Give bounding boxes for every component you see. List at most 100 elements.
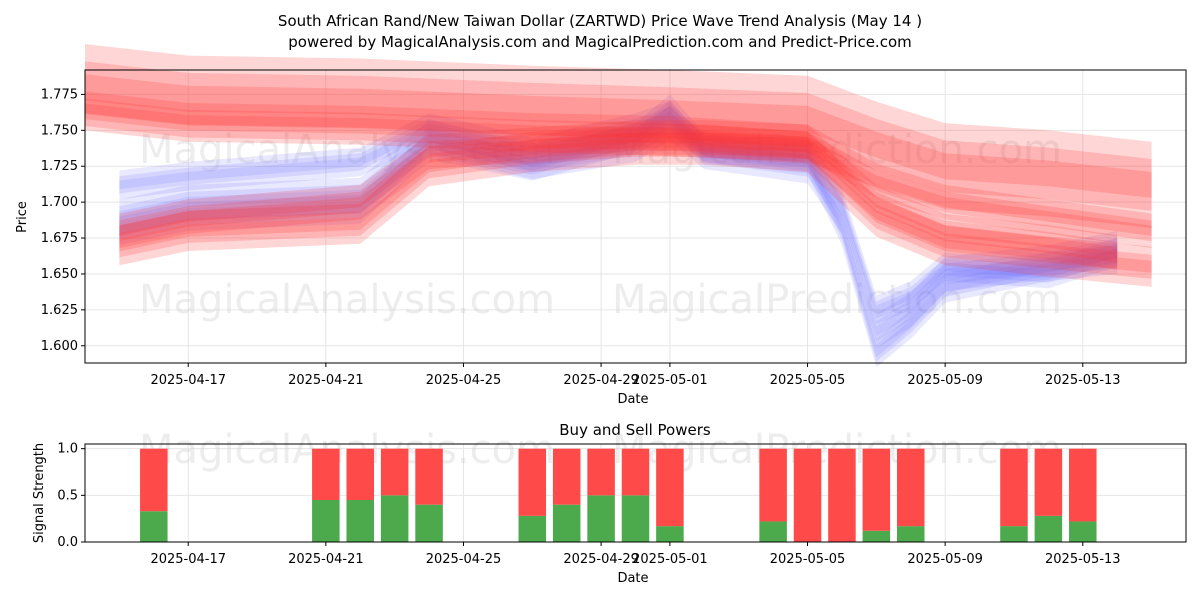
price-x-tick-label: 2025-05-01: [632, 373, 708, 388]
price-y-tick-label: 1.675: [41, 231, 78, 246]
wave-band-red-6-2: [119, 138, 1152, 273]
price-x-tick-label: 2025-04-29: [563, 373, 639, 388]
wave-band-red-4-0: [85, 91, 1152, 249]
watermark-prediction-top: MagicalPrediction.com: [612, 127, 1062, 173]
sell-bar: [380, 448, 409, 496]
watermark-analysis-mid: MagicalAnalysis.com: [139, 277, 555, 323]
price-chart-panel: MagicalAnalysis.com MagicalPrediction.co…: [15, 44, 1187, 407]
signal-x-axis: 2025-04-17 2025-04-21 2025-04-25 2025-04-29…: [150, 542, 1121, 567]
sell-bar: [552, 448, 581, 505]
signal-x-axis-label: Date: [617, 571, 648, 586]
buy-bar: [656, 526, 684, 542]
sell-bar: [312, 448, 340, 500]
wave-band-blue-0-0: [119, 101, 1118, 325]
sell-bar: [828, 448, 856, 542]
buy-bar: [415, 504, 443, 542]
signal-chart-title: Buy and Sell Powers: [559, 421, 711, 439]
sell-bar: [759, 448, 787, 522]
buy-bar: [380, 495, 409, 542]
price-x-tick-label: 2025-04-25: [426, 373, 502, 388]
chart-title-line1: South African Rand/New Taiwan Dollar (ZA…: [278, 12, 922, 30]
signal-axes-frame: [84, 443, 1187, 543]
price-axes-frame: [84, 69, 1187, 364]
sell-bar: [896, 448, 925, 527]
wave-band-red-3-2: [85, 74, 1152, 198]
signal-x-tick-label: 2025-04-25: [426, 552, 502, 567]
buy-bar: [346, 500, 375, 542]
price-x-tick-label: 2025-04-21: [288, 373, 364, 388]
wave-band-red-3-0: [85, 44, 1152, 228]
wave-band-red-4-2: [85, 103, 1152, 236]
price-wave-series: [85, 44, 1152, 368]
buy-bar: [587, 495, 615, 542]
buy-bar: [1069, 521, 1097, 542]
signal-x-tick-label: 2025-05-09: [907, 552, 983, 567]
signal-x-tick-label: 2025-05-13: [1045, 552, 1121, 567]
signal-chart-panel: Buy and Sell Powers MagicalAnalysis.com …: [32, 421, 1187, 586]
wave-band-blue-0-1: [119, 107, 1118, 319]
buy-bar: [518, 515, 547, 542]
sell-bar: [140, 448, 168, 512]
signal-y-tick-label: 1.0: [57, 442, 78, 457]
sell-bar: [518, 448, 547, 516]
price-y-tick-label: 1.600: [41, 339, 78, 354]
signal-x-tick-label: 2025-04-29: [563, 552, 639, 567]
wave-band-red-6-0: [119, 124, 1152, 287]
buy-bar: [312, 500, 340, 542]
price-y-axis: 1.600 1.625 1.650 1.675 1.700 1.725 1.750 1.775: [41, 87, 85, 354]
signal-y-axis: 0.0 0.5 1.0: [57, 442, 85, 550]
price-y-tick-label: 1.725: [41, 159, 78, 174]
chart-title-line2: powered by MagicalAnalysis.com and Magic…: [288, 33, 912, 51]
price-y-tick-label: 1.700: [41, 195, 78, 210]
price-x-axis: 2025-04-17 2025-04-21 2025-04-25 2025-04-29…: [150, 363, 1121, 388]
sell-bar: [656, 448, 684, 527]
price-y-tick-label: 1.625: [41, 303, 78, 318]
buy-bar: [1034, 515, 1063, 542]
signal-bars: [140, 448, 1097, 542]
price-y-axis-label: Price: [15, 201, 30, 233]
signal-x-tick-label: 2025-05-05: [770, 552, 846, 567]
price-y-tick-label: 1.750: [41, 123, 78, 138]
buy-bar: [759, 521, 787, 542]
sell-bar: [1069, 448, 1097, 522]
watermark-analysis-top: MagicalAnalysis.com: [139, 127, 555, 173]
sell-bar: [587, 448, 615, 496]
wave-band-red-4-1: [85, 98, 1152, 242]
price-y-tick-label: 1.650: [41, 267, 78, 282]
price-x-tick-label: 2025-05-09: [907, 373, 983, 388]
signal-y-axis-label: Signal Strength: [32, 443, 47, 543]
sell-bar: [862, 448, 891, 531]
price-x-tick-label: 2025-05-13: [1045, 373, 1121, 388]
sell-bar: [1000, 448, 1028, 527]
price-y-tick-label: 1.775: [41, 87, 78, 102]
signal-y-tick-label: 0.5: [57, 488, 78, 503]
wave-band-blue-2-0: [119, 94, 1118, 368]
buy-bar: [140, 511, 168, 542]
signal-x-tick-label: 2025-05-01: [632, 552, 708, 567]
sell-bar: [793, 448, 822, 542]
watermark-prediction-mid: MagicalPrediction.com: [612, 277, 1062, 323]
buy-bar: [896, 526, 925, 542]
buy-bar: [862, 530, 891, 542]
sell-bar: [1034, 448, 1063, 516]
signal-x-tick-label: 2025-04-21: [288, 552, 364, 567]
price-x-tick-label: 2025-05-05: [770, 373, 846, 388]
buy-bar: [1000, 526, 1028, 542]
price-gridlines: [85, 70, 1186, 363]
wave-band-red-5-0: [119, 120, 1118, 270]
sell-bar: [415, 448, 443, 505]
price-x-tick-label: 2025-04-17: [150, 373, 226, 388]
wave-band-red-5-1: [119, 127, 1118, 263]
price-x-axis-label: Date: [617, 392, 648, 407]
signal-x-tick-label: 2025-04-17: [150, 552, 226, 567]
sell-bar: [621, 448, 650, 496]
sell-bar: [346, 448, 375, 500]
buy-bar: [552, 504, 581, 542]
buy-bar: [621, 495, 650, 542]
signal-y-tick-label: 0.0: [57, 535, 78, 550]
wave-band-red-6-1: [119, 132, 1152, 279]
wave-band-red-3-1: [85, 61, 1152, 211]
price-watermarks: MagicalAnalysis.com MagicalPrediction.co…: [139, 127, 1062, 323]
wave-band-blue-1-0: [119, 105, 1118, 349]
